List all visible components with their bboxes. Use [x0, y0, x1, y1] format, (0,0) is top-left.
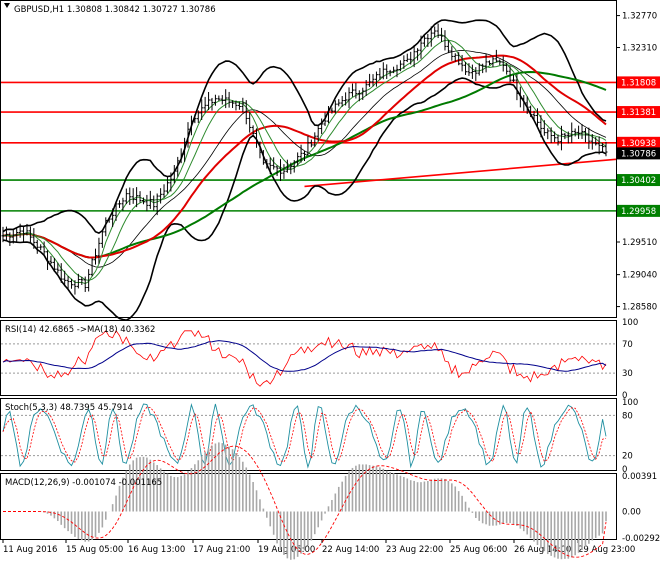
price-pane[interactable] — [0, 0, 617, 318]
rsi-ma-line — [2, 340, 607, 372]
rsi-tick-label: 30 — [622, 369, 633, 379]
time-tick-label: 22 Aug 14:00 — [322, 545, 379, 555]
rsi-tick-label: 70 — [622, 340, 633, 350]
level-price-tag — [617, 136, 660, 149]
time-tick-label: 11 Aug 2016 — [3, 545, 57, 555]
ma-slow-red-line — [2, 54, 607, 259]
stoch-series: 100 80 20 0 — [1, 398, 638, 475]
rsi-tick-label: 0 — [622, 391, 627, 401]
current-price-label: 1.30786 — [621, 149, 656, 159]
time-tick-label: 23 Aug 22:00 — [386, 545, 443, 555]
symbol-dropdown-icon[interactable] — [4, 3, 10, 8]
stoch-tick-label: 80 — [622, 411, 633, 421]
macd-signal-line — [3, 445, 607, 558]
macd-tick-label: 0.00 — [622, 507, 641, 517]
stoch-pane-header: Stoch(5,3,3) 48.7395 45.7914 — [5, 403, 133, 413]
price-pane-header: GBPUSD,H1 1.30808 1.30842 1.30727 1.3078… — [14, 5, 216, 15]
level-price-tag — [617, 76, 660, 89]
ma-fast-line — [2, 39, 607, 281]
price-axis: 1.32770 1.32310 1.30786 1.29510 1.29040 1.285… — [617, 12, 660, 313]
level-price-tag — [617, 204, 660, 217]
macd-pane-header: MACD(12,26,9) -0.001074 -0.001165 — [5, 478, 162, 488]
stoch-tick-label: 0 — [622, 465, 627, 475]
price-tick-label: 1.29510 — [622, 238, 657, 248]
price-tick-label: 1.32770 — [622, 12, 657, 22]
stoch-tick-label: 100 — [622, 398, 638, 408]
stoch-tick-label: 20 — [622, 452, 633, 462]
macd-series: 0.00391 0.00 -0.00292 — [3, 442, 660, 560]
bollinger-upper — [2, 19, 607, 235]
level-price-tag — [617, 106, 660, 119]
rsi-line — [2, 329, 607, 387]
rsi-pane-header: RSI(14) 42.6865 ->MA(18) 40.3362 — [5, 325, 155, 335]
level-price-label: 1.31808 — [621, 78, 656, 88]
time-axis: 11 Aug 2016 15 Aug 05:00 16 Aug 13:00 17 Au… — [2, 540, 635, 555]
price-tick-label: 1.28580 — [622, 303, 657, 313]
level-price-tag — [617, 174, 660, 187]
time-tick-label: 16 Aug 13:00 — [128, 545, 185, 555]
time-tick-label: 25 Aug 06:00 — [450, 545, 507, 555]
macd-tick-label: 0.00391 — [622, 472, 657, 482]
current-price-tag — [617, 147, 660, 160]
trend-line — [304, 158, 617, 188]
price-tick-label: 1.32310 — [622, 44, 657, 54]
stoch-signal-line — [2, 406, 607, 463]
time-tick-label: 29 Aug 23:00 — [578, 545, 635, 555]
rsi-series: 100 70 30 0 — [1, 318, 638, 401]
rsi-tick-label: 100 — [622, 318, 638, 328]
level-price-label: 1.30402 — [621, 176, 656, 186]
macd-pane[interactable] — [0, 473, 617, 540]
time-tick-label: 15 Aug 05:00 — [66, 545, 123, 555]
level-price-label: 1.30938 — [621, 139, 656, 149]
macd-tick-label: -0.00292 — [622, 534, 660, 544]
stoch-main-line — [2, 402, 607, 469]
level-price-label: 1.31381 — [621, 108, 656, 118]
time-tick-label: 17 Aug 21:00 — [193, 545, 250, 555]
time-tick-label: 26 Aug 14:00 — [514, 545, 571, 555]
bollinger-lower — [2, 77, 607, 322]
price-candles — [1, 23, 608, 295]
level-price-label: 1.29958 — [621, 207, 656, 217]
price-tick-label: 1.29040 — [622, 271, 657, 281]
